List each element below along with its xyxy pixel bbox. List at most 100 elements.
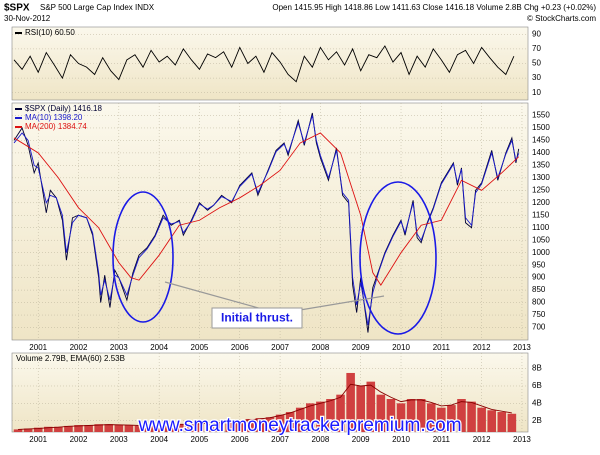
- y-tick-label: 900: [532, 273, 546, 282]
- y-tick-label: 6B: [532, 381, 542, 390]
- y-tick-label: 4B: [532, 398, 542, 407]
- x-tick-label: 2011: [433, 343, 451, 352]
- x-tick-label: 2007: [271, 343, 289, 352]
- y-tick-label: 800: [532, 298, 546, 307]
- y-tick-label: 70: [532, 44, 541, 53]
- volume-bar: [447, 405, 456, 432]
- annotation: Initial thrust.: [221, 311, 293, 325]
- volume-bar: [295, 407, 305, 432]
- x-tick-label: 2004: [150, 435, 168, 444]
- volume-bar: [366, 381, 376, 432]
- x-tick-label: 2009: [352, 343, 370, 352]
- y-tick-label: 1550: [532, 111, 550, 120]
- x-tick-label: 2008: [311, 435, 329, 444]
- volume-bar: [124, 425, 134, 432]
- volume-bar: [487, 410, 497, 432]
- volume-bar: [416, 399, 426, 432]
- x-tick-label: 2002: [70, 343, 88, 352]
- plots: 10 30 50 70 90 RSI(10) 60.50 700 750 800 850 900 95…: [12, 28, 550, 444]
- highlight-ellipse: [112, 191, 174, 323]
- volume-bar: [255, 418, 265, 432]
- volume-bar: [346, 372, 355, 432]
- y-tick-label: 950: [532, 260, 546, 269]
- volume-bar: [215, 422, 224, 432]
- legend-entry: MA(10) 1398.20: [25, 113, 83, 122]
- watermark: www.smartmoneytrackerpremium.com: [137, 415, 461, 436]
- x-tick-label: 2010: [392, 435, 410, 444]
- x-tick-label: 2005: [191, 435, 209, 444]
- volume-bar: [74, 425, 83, 432]
- x-tick-label: 2008: [311, 343, 329, 352]
- volume-bar: [265, 417, 275, 432]
- volume-bar: [245, 418, 255, 432]
- y-tick-label: 30: [532, 73, 541, 82]
- x-tick-label: 2012: [473, 343, 491, 352]
- volume-bar: [54, 426, 63, 432]
- y-tick-label: 50: [532, 59, 541, 68]
- x-tick-label: 2001: [29, 343, 47, 352]
- legend-entry: $SPX (Daily) 1416.18: [25, 104, 102, 113]
- y-tick-label: 1300: [532, 173, 550, 182]
- security-name: S&P 500 Large Cap Index INDX: [40, 3, 155, 12]
- volume-bar: [306, 403, 315, 432]
- y-tick-label: 1500: [532, 123, 550, 132]
- highlight-ellipse: [359, 181, 437, 335]
- price-panel: [11, 102, 529, 341]
- volume-bar: [376, 394, 386, 432]
- volume-bar: [154, 425, 164, 432]
- series-line: [13, 45, 515, 83]
- y-tick-label: 1400: [532, 148, 550, 157]
- volume-bar: [225, 421, 234, 432]
- volume-bar: [457, 399, 466, 432]
- y-tick-label: 1050: [532, 235, 550, 244]
- x-tick-label: 2002: [70, 435, 88, 444]
- volume-bar: [336, 394, 345, 432]
- volume-bar: [144, 425, 154, 432]
- legend-entry: RSI(10) 60.50: [25, 28, 75, 37]
- volume-bar: [275, 414, 285, 432]
- volume-bar: [84, 425, 93, 432]
- volume-bar: [205, 422, 214, 432]
- volume-bar: [164, 424, 174, 432]
- volume-bar: [507, 413, 517, 432]
- x-tick-label: 2012: [473, 435, 491, 444]
- volume-bar: [13, 429, 23, 432]
- volume-bar: [426, 403, 436, 432]
- y-tick-label: 1150: [532, 210, 550, 219]
- volume-bar: [437, 407, 446, 432]
- credit: © StockCharts.com: [527, 14, 596, 23]
- y-tick-label: 1100: [532, 223, 550, 232]
- panel-title: Volume 2.79B, EMA(60) 2.53B: [16, 354, 125, 363]
- volume-bar: [316, 401, 325, 432]
- annotation-box: [211, 307, 303, 329]
- x-tick-label: 2011: [433, 435, 451, 444]
- x-tick-label: 2001: [29, 435, 47, 444]
- volume-bar: [386, 399, 396, 432]
- x-tick-label: 2005: [191, 343, 209, 352]
- y-tick-label: 700: [532, 323, 546, 332]
- x-tick-label: 2009: [352, 435, 370, 444]
- y-tick-label: 750: [532, 310, 546, 319]
- volume-bar: [356, 385, 365, 432]
- arrow: [299, 295, 385, 311]
- volume-bar: [175, 424, 184, 432]
- x-tick-label: 2004: [150, 343, 168, 352]
- x-tick-label: 2007: [271, 435, 289, 444]
- volume-bar: [396, 403, 406, 432]
- symbol: $SPX: [4, 3, 30, 14]
- y-tick-label: 90: [532, 29, 541, 38]
- volume-bar: [406, 399, 416, 432]
- volume-bar: [104, 424, 114, 432]
- x-tick-label: 2013: [513, 343, 531, 352]
- volume-bar: [467, 401, 476, 432]
- x-tick-label: 2003: [110, 343, 128, 352]
- y-tick-label: 8B: [532, 364, 542, 373]
- series-line: [13, 115, 520, 326]
- x-tick-label: 2003: [110, 435, 128, 444]
- volume-bar: [23, 428, 33, 432]
- y-tick-label: 1000: [532, 248, 550, 257]
- volume-bar: [33, 427, 43, 432]
- series-line: [18, 383, 512, 430]
